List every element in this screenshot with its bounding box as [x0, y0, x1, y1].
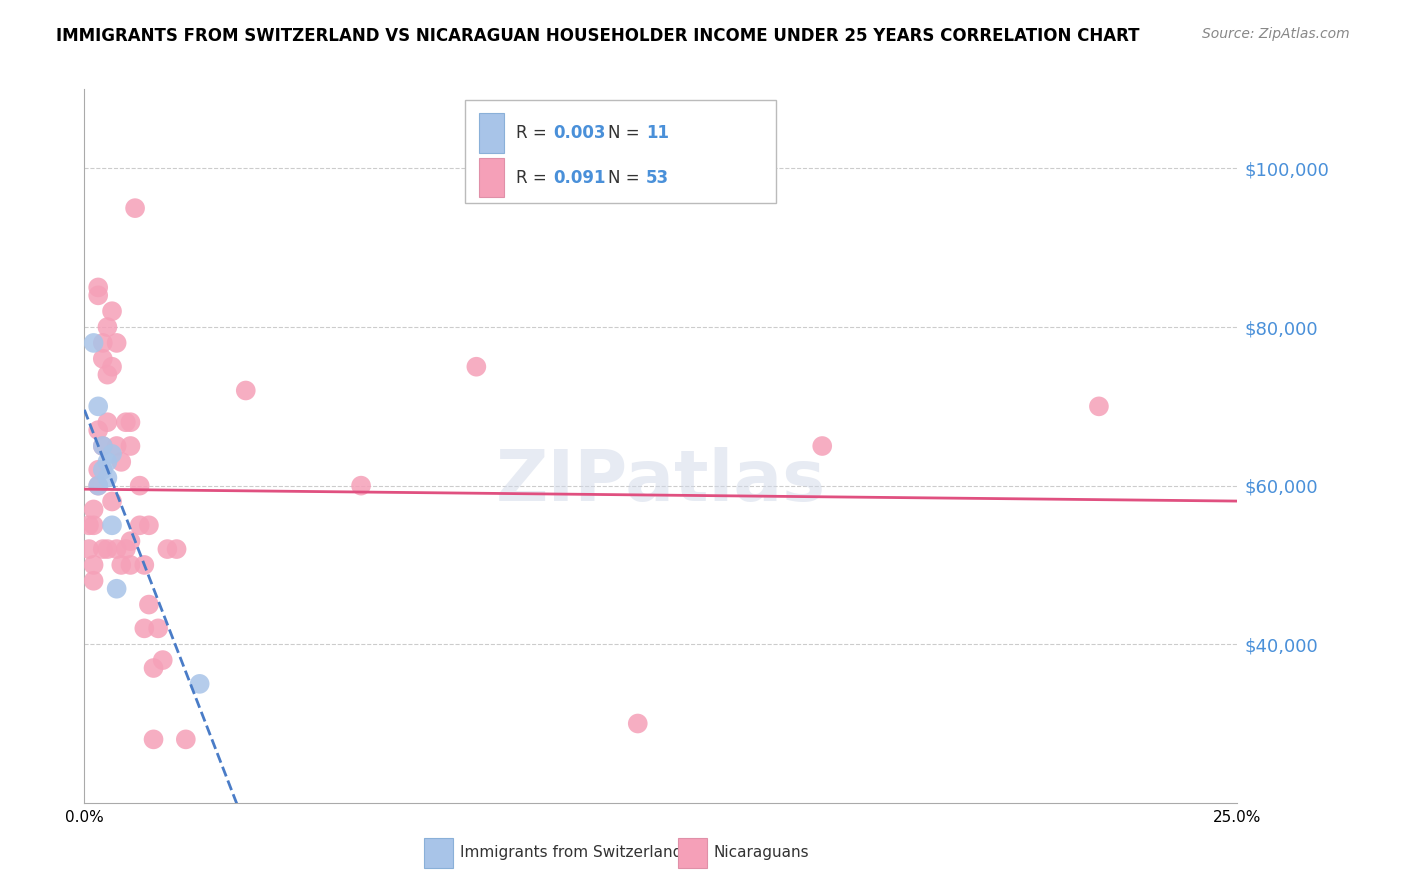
Bar — [678, 838, 707, 869]
Point — [96, 368, 118, 382]
Text: 0.091: 0.091 — [554, 169, 606, 186]
Point — [91, 542, 114, 557]
Point — [87, 400, 110, 414]
Point — [174, 732, 197, 747]
Point — [350, 478, 373, 492]
Text: IMMIGRANTS FROM SWITZERLAND VS NICARAGUAN HOUSEHOLDER INCOME UNDER 25 YEARS CORR: IMMIGRANTS FROM SWITZERLAND VS NICARAGUA… — [56, 27, 1140, 45]
Point — [96, 471, 118, 485]
Point — [87, 478, 110, 492]
Text: R =: R = — [516, 124, 551, 142]
Point — [134, 558, 156, 572]
Point — [87, 423, 110, 437]
Point — [101, 447, 124, 461]
Point — [811, 439, 834, 453]
Point — [83, 574, 105, 588]
Bar — [478, 113, 503, 153]
Point — [83, 558, 105, 572]
Point — [87, 288, 110, 302]
Point — [627, 716, 650, 731]
Point — [87, 280, 110, 294]
Point — [101, 494, 124, 508]
Point — [128, 518, 150, 533]
Bar — [478, 158, 503, 197]
Point — [115, 415, 138, 429]
Point — [120, 558, 142, 572]
Point — [77, 518, 100, 533]
Point — [1088, 400, 1111, 414]
Point — [91, 351, 114, 366]
Point — [110, 455, 132, 469]
Point — [96, 415, 118, 429]
Point — [101, 518, 124, 533]
Point — [110, 558, 132, 572]
Point — [83, 502, 105, 516]
Point — [146, 621, 169, 635]
Text: N =: N = — [607, 169, 645, 186]
Text: 11: 11 — [645, 124, 669, 142]
Point — [465, 359, 488, 374]
Text: ZIPatlas: ZIPatlas — [496, 447, 825, 516]
Point — [134, 621, 156, 635]
Point — [152, 653, 174, 667]
Text: 53: 53 — [645, 169, 669, 186]
Text: Source: ZipAtlas.com: Source: ZipAtlas.com — [1202, 27, 1350, 41]
FancyBboxPatch shape — [465, 100, 776, 203]
Point — [96, 455, 118, 469]
Point — [91, 439, 114, 453]
Point — [91, 335, 114, 350]
Point — [87, 478, 110, 492]
Point — [101, 304, 124, 318]
Text: Nicaraguans: Nicaraguans — [714, 846, 810, 860]
Point — [91, 439, 114, 453]
Point — [105, 335, 128, 350]
Text: Immigrants from Switzerland: Immigrants from Switzerland — [460, 846, 682, 860]
Point — [83, 518, 105, 533]
Point — [101, 359, 124, 374]
Point — [83, 335, 105, 350]
Point — [142, 732, 165, 747]
Point — [120, 439, 142, 453]
Point — [105, 582, 128, 596]
Point — [138, 518, 160, 533]
Point — [128, 478, 150, 492]
Point — [138, 598, 160, 612]
Point — [91, 463, 114, 477]
Text: N =: N = — [607, 124, 645, 142]
Point — [235, 384, 257, 398]
Point — [87, 463, 110, 477]
Text: R =: R = — [516, 169, 551, 186]
Point — [188, 677, 211, 691]
Point — [96, 320, 118, 334]
Point — [120, 415, 142, 429]
Point — [124, 201, 146, 215]
Point — [96, 542, 118, 557]
Text: 0.003: 0.003 — [554, 124, 606, 142]
Point — [156, 542, 179, 557]
Point — [77, 542, 100, 557]
Point — [166, 542, 188, 557]
Bar — [425, 838, 453, 869]
Point — [120, 534, 142, 549]
Point — [105, 542, 128, 557]
Point — [115, 542, 138, 557]
Point — [105, 439, 128, 453]
Point — [142, 661, 165, 675]
